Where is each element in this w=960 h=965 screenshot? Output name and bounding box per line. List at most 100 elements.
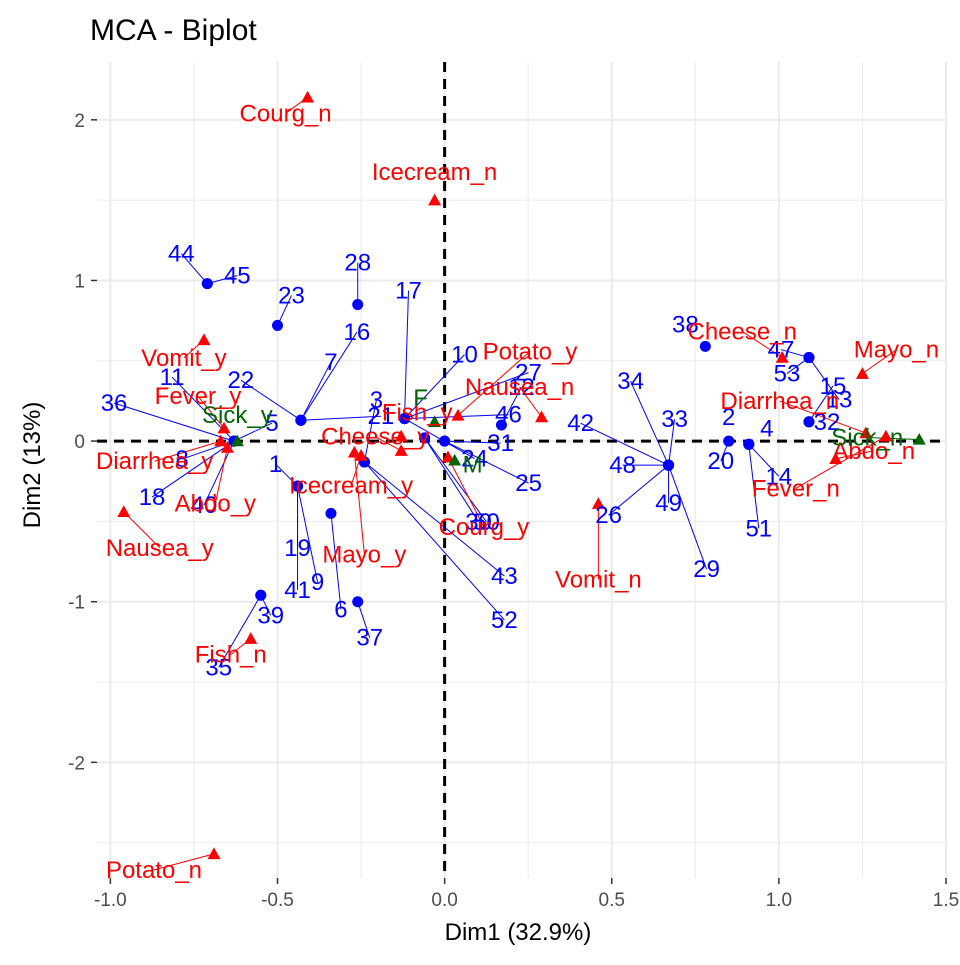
individual-8-label: 8	[175, 446, 188, 473]
variable-potato_y-label: Potato_y	[483, 338, 578, 365]
individual-53-label: 53	[774, 361, 801, 388]
individual-27-label: 27	[515, 360, 542, 387]
variable-abdo_y-connector	[214, 447, 228, 504]
individual-17-label: 17	[395, 278, 422, 305]
individual-2-label: 2	[722, 404, 735, 431]
variable-icecream_n-label: Icecream_n	[372, 159, 497, 186]
variable-courg_y-label: Courg_y	[439, 514, 530, 541]
individual-point-28	[352, 299, 364, 311]
individual-10-label: 10	[451, 342, 478, 369]
individual-51-connector	[748, 444, 760, 529]
individual-point-31	[439, 435, 451, 447]
variable-point-courg_y	[441, 450, 455, 463]
variable-point-abdo_n	[829, 452, 843, 464]
variable-point-diarrhea_n	[859, 426, 873, 439]
variable-point-cheese_n	[775, 351, 789, 363]
variable-diarrhea_n-label: Diarrhea_n	[720, 388, 839, 415]
individual-16-label: 16	[344, 319, 371, 346]
individual-26-label: 26	[595, 502, 622, 529]
variable-icecream_y-label: Icecream_y	[289, 473, 413, 500]
supplementary-m-label: M	[463, 451, 483, 478]
individual-29-connector	[668, 465, 708, 570]
variable-point-potato_y	[451, 408, 465, 421]
variable-point-nausea_y	[117, 505, 131, 517]
individual-27-connector	[404, 372, 529, 420]
individual-15-connector	[808, 385, 834, 423]
y-tick-label: 2	[74, 111, 85, 132]
individual-22-connector	[240, 379, 302, 421]
chart-title: MCA - Biplot	[90, 14, 257, 47]
variable-diarrhea_y-label: Diarrhea_y	[96, 448, 213, 475]
supplementary-point-sick_n	[912, 432, 926, 445]
individual-40-label: 40	[191, 492, 218, 519]
individual-point-12	[495, 419, 507, 431]
individual-33-connector	[668, 419, 676, 466]
variable-cheese_y-label: Cheese_y	[321, 424, 429, 451]
individual-point-22	[295, 414, 307, 426]
individual-point-46	[399, 413, 411, 425]
variable-fever_y-connector	[197, 395, 225, 429]
x-tick-label: -0.5	[261, 890, 294, 911]
individual-44-label: 44	[168, 241, 195, 268]
individual-43-connector	[364, 461, 505, 577]
variable-point-cheese_y	[394, 444, 408, 456]
individual-47-label: 47	[768, 337, 795, 364]
variable-abdo_n-label: Abdo_n	[832, 438, 915, 465]
y-tick-label: -2	[68, 753, 85, 774]
individual-31-connector	[444, 440, 501, 444]
supplementary-sick_y-label: Sick_y	[202, 402, 273, 429]
individual-34-label: 34	[617, 368, 644, 395]
individual-5-connector	[233, 422, 273, 442]
individual-25-label: 25	[515, 470, 542, 497]
individual-point-49	[663, 459, 675, 471]
individual-9-connector	[297, 485, 319, 583]
x-tick-label: 0.5	[599, 890, 625, 911]
individual-43-label: 43	[491, 563, 518, 590]
y-axis-title: Dim2 (13%)	[19, 402, 46, 529]
y-tick-label: 1	[74, 271, 85, 292]
individual-13-connector	[808, 357, 840, 400]
individual-25-connector	[444, 440, 529, 484]
individual-38-label: 38	[672, 311, 699, 338]
variable-nausea_y-connector	[123, 511, 161, 549]
individual-24-connector	[404, 418, 475, 460]
x-tick-label: 1.5	[933, 890, 959, 911]
supplementary-point-sick_y	[230, 434, 244, 447]
individual-23-label: 23	[278, 282, 305, 309]
individual-point-51	[743, 438, 755, 450]
variable-abdo_y-label: Abdo_y	[175, 491, 256, 518]
individual-point-45	[201, 278, 213, 290]
individual-point-41	[292, 480, 304, 492]
individual-24-label: 24	[461, 446, 488, 473]
individual-point-20	[723, 435, 735, 447]
variable-potato_n-connector	[153, 853, 215, 871]
individual-3-label: 3	[370, 387, 383, 414]
individual-18-connector	[151, 440, 235, 498]
individual-41-label: 41	[284, 577, 311, 604]
variable-mayo_y-connector	[353, 452, 365, 555]
individual-17-connector	[404, 290, 410, 419]
variable-fish_n-label: Fish_n	[195, 642, 267, 669]
variable-point-abdo_y	[220, 441, 234, 453]
variable-fever_n-label: Fever_n	[752, 475, 840, 502]
variable-mayo_n-label: Mayo_n	[854, 337, 939, 364]
individual-26-connector	[608, 464, 669, 516]
x-tick-label: 1.0	[766, 890, 792, 911]
individual-35-label: 35	[205, 654, 232, 681]
individual-50-connector	[424, 437, 487, 523]
individual-30-label: 30	[465, 509, 492, 536]
individual-point-53	[803, 352, 815, 364]
individual-19-label: 19	[284, 535, 311, 562]
individual-16-connector	[300, 331, 358, 421]
y-tick-label: 0	[74, 432, 85, 453]
variable-point-icecream_y	[354, 449, 368, 461]
grid-major	[97, 62, 947, 878]
individual-point-23	[271, 319, 283, 331]
variable-courg_n-label: Courg_n	[240, 100, 332, 127]
individual-23-connector	[277, 295, 292, 326]
individual-42-connector	[580, 422, 669, 466]
variable-point-fever_n	[879, 429, 893, 442]
